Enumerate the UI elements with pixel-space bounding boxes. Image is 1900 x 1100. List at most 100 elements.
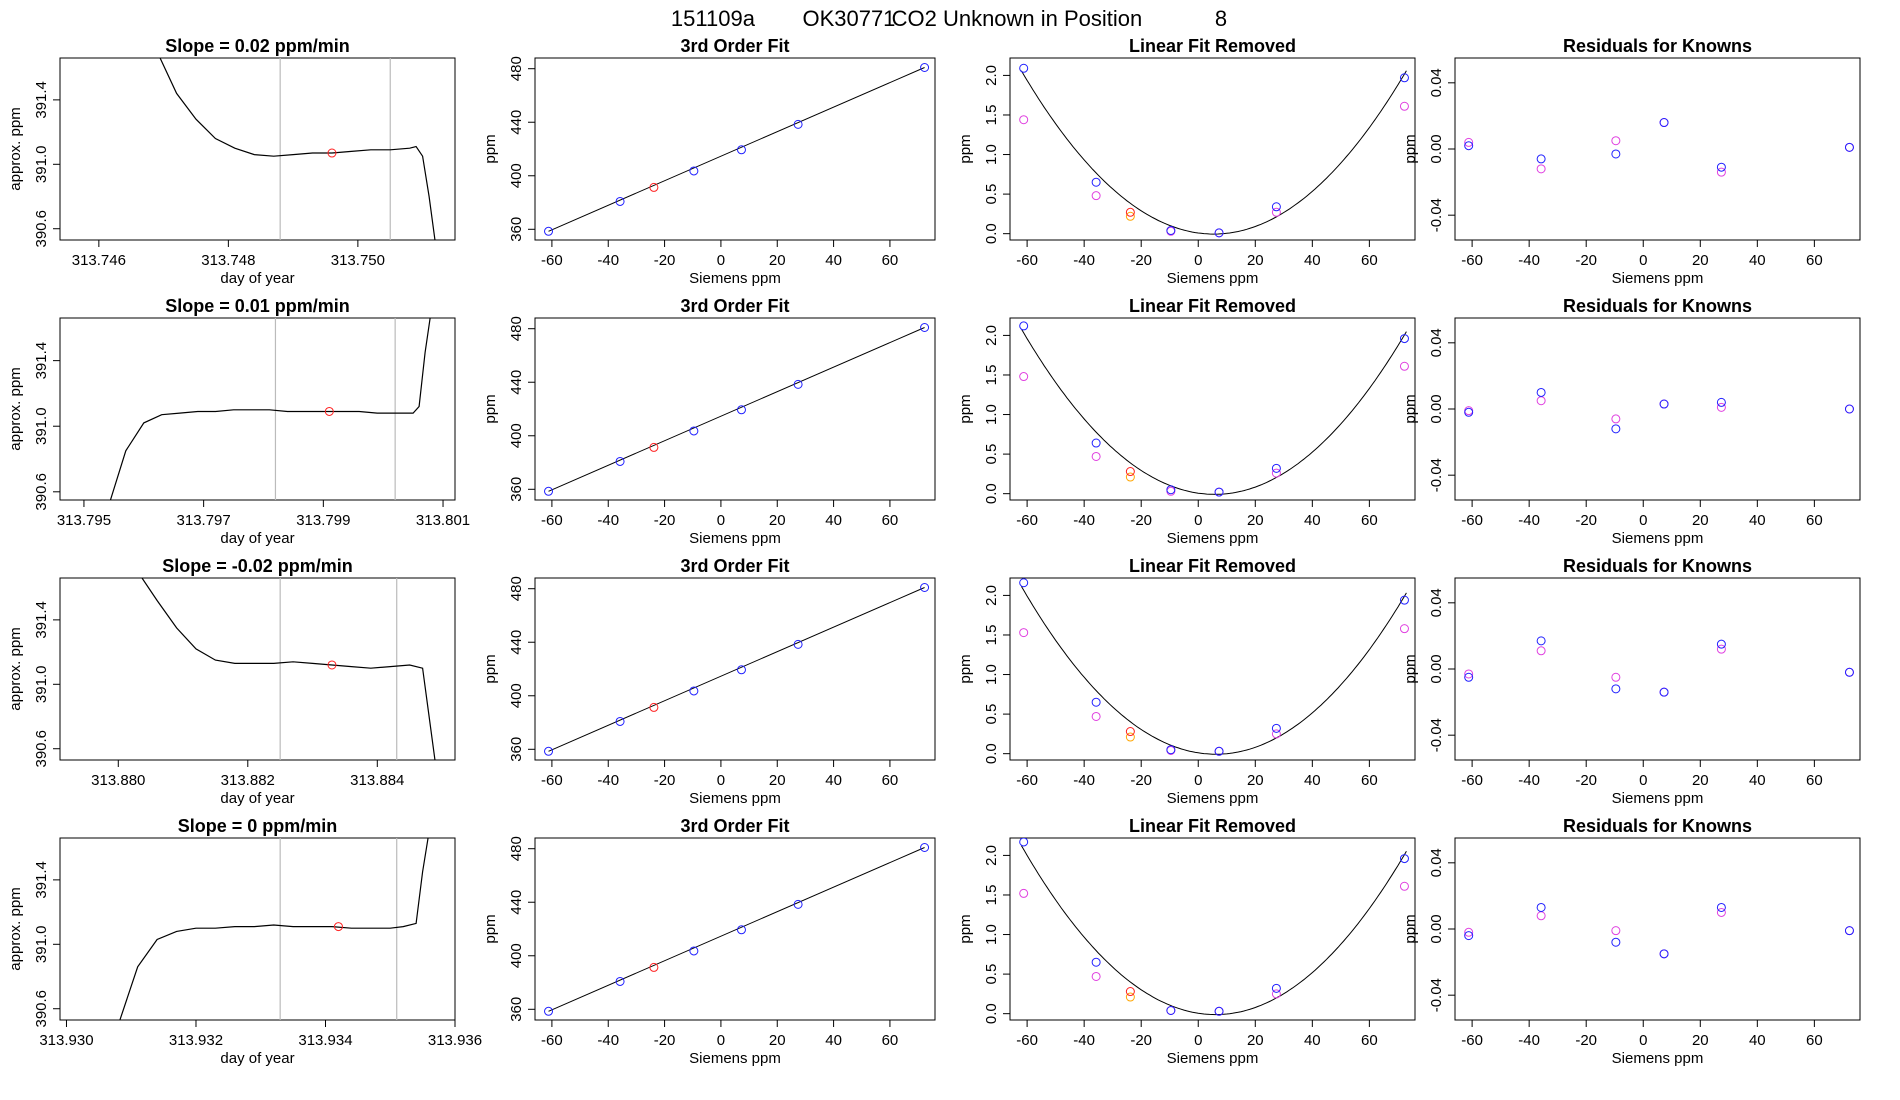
x-tick-label: -60 <box>1461 772 1483 789</box>
y-axis-label: ppm <box>1402 394 1419 423</box>
x-tick-label: 313.882 <box>221 772 275 789</box>
standard-point <box>1214 746 1224 756</box>
residual-point <box>1464 141 1474 151</box>
unknown-point <box>1125 467 1135 477</box>
x-tick-label: 20 <box>1692 1032 1709 1049</box>
x-tick-label: 60 <box>1361 1032 1378 1049</box>
standard-point <box>544 1006 554 1016</box>
x-tick-label: 313.934 <box>298 1032 352 1049</box>
fit-line <box>548 847 925 1012</box>
plot-frame <box>59 317 456 501</box>
panel-res-row-1: Residuals for Knowns -60 -40 -20 0 20 40 60 -0.0… <box>1402 36 1861 287</box>
x-tick-label: -60 <box>1016 1032 1038 1049</box>
standard-point <box>1091 177 1101 187</box>
unknown-alt-point <box>1125 211 1135 221</box>
residual-alt-point <box>1716 402 1726 412</box>
x-tick-label: 40 <box>1304 252 1321 269</box>
x-tick-label: 0 <box>1194 1032 1202 1049</box>
x-axis-label: Siemens ppm <box>689 790 781 807</box>
y-tick-label: 400 <box>508 943 525 968</box>
residual-point <box>1844 404 1854 414</box>
residual-alt-point <box>1464 927 1474 937</box>
residual-point <box>1659 399 1669 409</box>
series-line <box>141 578 436 760</box>
x-axis-label: Siemens ppm <box>1167 270 1259 287</box>
x-tick-label: 20 <box>1692 772 1709 789</box>
x-tick-label: 60 <box>1361 772 1378 789</box>
plot-frame <box>534 837 936 1021</box>
panel-fit3-row-4: 3rd Order Fit -60 -40 -20 0 20 40 60 360 400 440 48… <box>482 816 936 1067</box>
x-tick-label: 20 <box>769 512 786 529</box>
x-tick-label: -20 <box>654 512 676 529</box>
panel-title: 3rd Order Fit <box>680 296 789 316</box>
y-tick-label: 391.0 <box>33 407 50 445</box>
standard-point <box>689 426 699 436</box>
y-tick-label: 360 <box>508 477 525 502</box>
residual-alt-point <box>1464 669 1474 679</box>
y-axis-label: approx. ppm <box>7 107 24 190</box>
y-tick-label: 1.5 <box>983 105 1000 126</box>
panel-title: Slope = 0.01 ppm/min <box>165 296 350 316</box>
residual-point <box>1716 639 1726 649</box>
y-tick-label: 1.5 <box>983 885 1000 906</box>
plot-frame <box>534 57 936 241</box>
x-tick-label: 0 <box>1639 1032 1647 1049</box>
x-axis-label: Siemens ppm <box>1612 270 1704 287</box>
x-axis-label: Siemens ppm <box>689 530 781 547</box>
x-axis-label: Siemens ppm <box>689 270 781 287</box>
x-tick-label: 313.799 <box>296 512 350 529</box>
x-tick-label: -60 <box>541 512 563 529</box>
standard-point <box>1271 983 1281 993</box>
standard-point <box>1399 595 1409 605</box>
x-tick-label: -20 <box>1575 512 1597 529</box>
main-title-sample: OK30771 <box>802 6 895 31</box>
x-axis-label: Siemens ppm <box>1612 1050 1704 1067</box>
x-tick-label: 20 <box>1692 252 1709 269</box>
x-tick-label: 60 <box>882 1032 899 1049</box>
plot-area <box>544 63 930 236</box>
residual-point <box>1464 672 1474 682</box>
standard-point <box>1166 745 1176 755</box>
x-tick-label: 20 <box>1692 512 1709 529</box>
x-axis-label: day of year <box>220 1050 294 1067</box>
x-tick-label: 40 <box>825 1032 842 1049</box>
x-tick-label: -40 <box>597 1032 619 1049</box>
x-axis-label: Siemens ppm <box>1167 790 1259 807</box>
residual-alt-point <box>1716 907 1726 917</box>
residual-alt-point <box>1536 164 1546 174</box>
panel-fit3-row-3: 3rd Order Fit -60 -40 -20 0 20 40 60 360 400 440 48… <box>482 556 936 807</box>
x-tick-label: 40 <box>825 512 842 529</box>
unknown-point <box>324 406 334 416</box>
y-tick-label: 440 <box>508 630 525 655</box>
standard-point <box>793 639 803 649</box>
x-tick-label: 313.880 <box>91 772 145 789</box>
standard-point <box>736 925 746 935</box>
x-tick-label: 40 <box>1749 1032 1766 1049</box>
y-tick-label: 2.0 <box>983 585 1000 606</box>
x-tick-label: 40 <box>1304 772 1321 789</box>
standard-point <box>615 196 625 206</box>
y-tick-label: 1.5 <box>983 365 1000 386</box>
x-tick-label: 0 <box>1194 772 1202 789</box>
panel-res-row-2: Residuals for Knowns -60 -40 -20 0 20 40 60 -0.0… <box>1402 296 1861 547</box>
x-tick-label: -60 <box>1016 252 1038 269</box>
plot-frame <box>59 837 456 1021</box>
y-axis-label: approx. ppm <box>7 367 24 450</box>
y-tick-label: 0.0 <box>983 743 1000 764</box>
standard-point <box>615 976 625 986</box>
plot-area <box>544 323 930 496</box>
alt-point <box>1091 451 1101 461</box>
y-axis-label: ppm <box>957 914 974 943</box>
x-tick-label: 313.884 <box>350 772 404 789</box>
plot-area <box>1464 902 1854 959</box>
y-tick-label: 390.6 <box>33 730 50 768</box>
x-tick-label: 60 <box>882 252 899 269</box>
panel-ts-row-1: Slope = 0.02 ppm/min 313.746 313.748 313.75… <box>7 36 456 287</box>
standard-point <box>1399 73 1409 83</box>
y-tick-label: 440 <box>508 890 525 915</box>
fit-curve <box>1020 586 1407 755</box>
y-tick-label: 1.0 <box>983 664 1000 685</box>
x-tick-label: 313.750 <box>331 252 385 269</box>
panel-title: Linear Fit Removed <box>1129 556 1296 576</box>
x-axis-label: day of year <box>220 270 294 287</box>
